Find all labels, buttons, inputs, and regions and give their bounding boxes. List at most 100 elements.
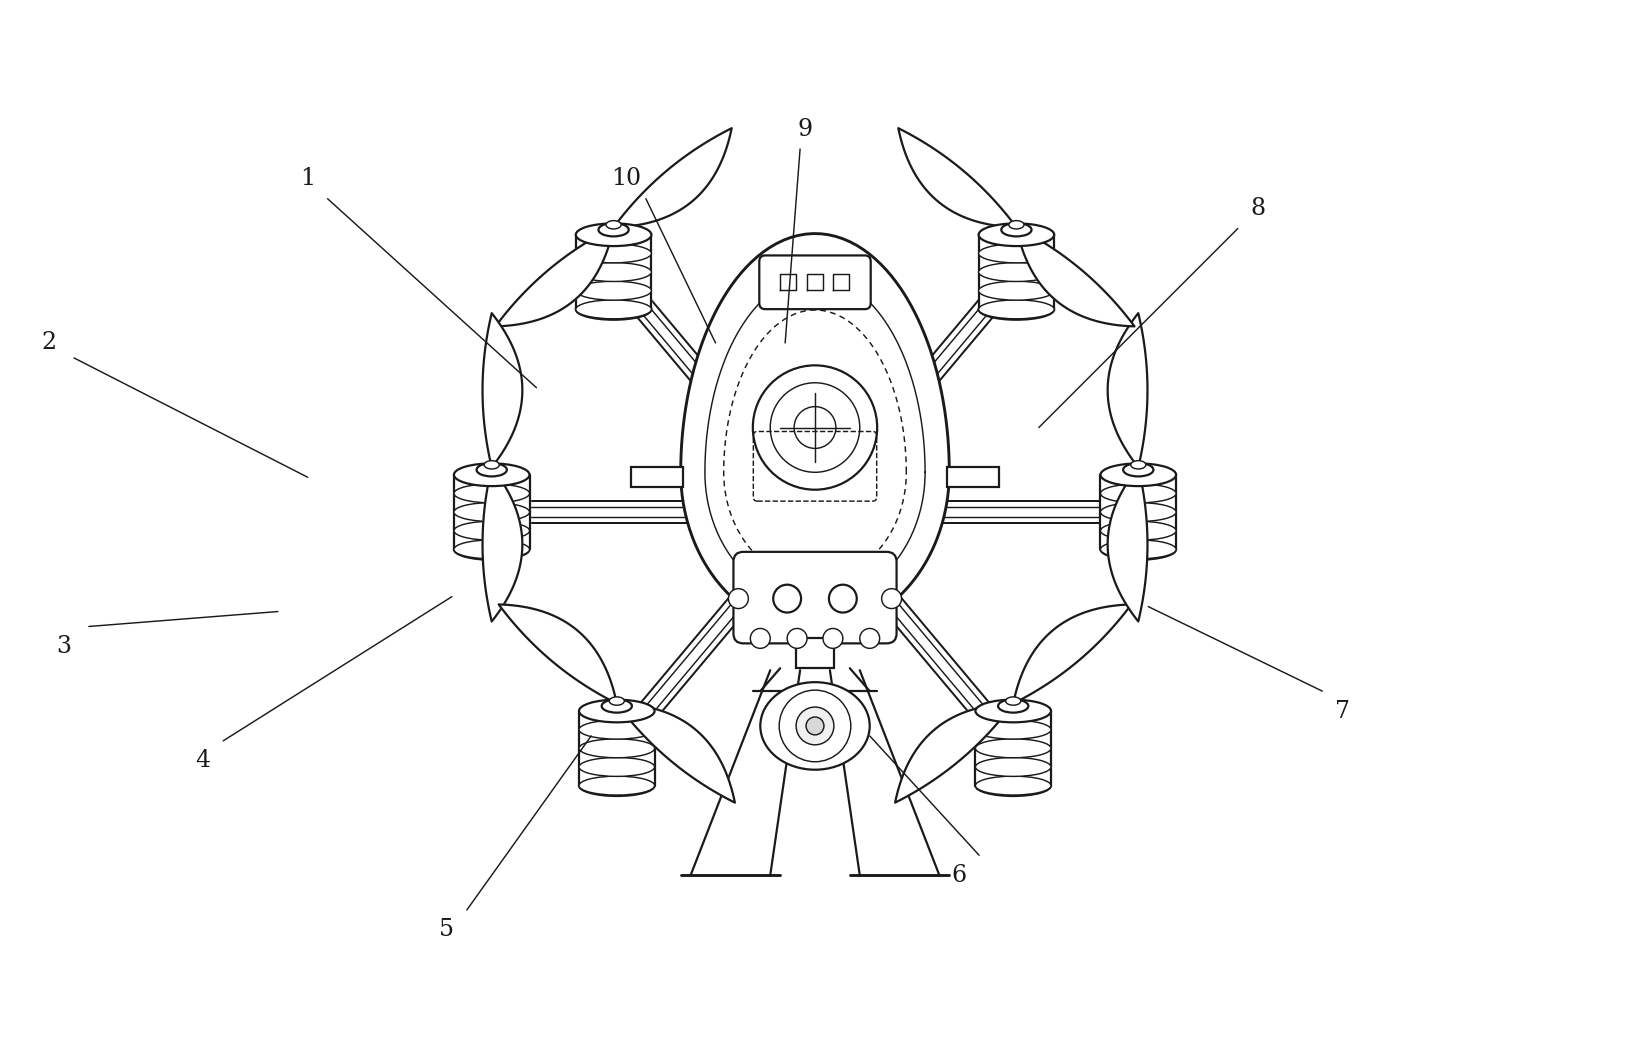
Ellipse shape xyxy=(975,700,1050,723)
Ellipse shape xyxy=(610,696,624,705)
Ellipse shape xyxy=(598,223,628,237)
FancyBboxPatch shape xyxy=(734,552,896,644)
Ellipse shape xyxy=(760,682,869,770)
Ellipse shape xyxy=(1100,484,1175,503)
Ellipse shape xyxy=(823,628,843,648)
Text: 10: 10 xyxy=(611,167,641,190)
Polygon shape xyxy=(1107,313,1148,467)
Ellipse shape xyxy=(805,717,823,735)
Ellipse shape xyxy=(978,263,1053,282)
Ellipse shape xyxy=(1100,465,1175,484)
Bar xyxy=(947,467,999,487)
Ellipse shape xyxy=(579,700,654,723)
Ellipse shape xyxy=(1100,503,1175,522)
Ellipse shape xyxy=(1100,464,1175,486)
Polygon shape xyxy=(575,235,650,309)
Polygon shape xyxy=(833,275,848,290)
Polygon shape xyxy=(579,711,654,786)
Ellipse shape xyxy=(975,702,1050,721)
Ellipse shape xyxy=(975,739,1050,757)
Ellipse shape xyxy=(795,707,833,745)
Ellipse shape xyxy=(575,263,650,282)
Polygon shape xyxy=(1015,227,1134,326)
Text: 9: 9 xyxy=(797,118,812,141)
Ellipse shape xyxy=(978,244,1053,263)
Ellipse shape xyxy=(729,589,748,608)
Ellipse shape xyxy=(453,465,530,484)
Ellipse shape xyxy=(579,775,654,796)
Polygon shape xyxy=(499,605,616,704)
Ellipse shape xyxy=(575,300,650,319)
Ellipse shape xyxy=(453,484,530,503)
Ellipse shape xyxy=(579,776,654,795)
Ellipse shape xyxy=(453,464,530,486)
Ellipse shape xyxy=(978,225,1053,244)
Ellipse shape xyxy=(601,700,631,712)
Ellipse shape xyxy=(978,223,1053,246)
Polygon shape xyxy=(496,227,613,326)
Ellipse shape xyxy=(453,522,530,540)
Text: 5: 5 xyxy=(438,918,455,942)
Ellipse shape xyxy=(975,776,1050,795)
Ellipse shape xyxy=(975,757,1050,776)
Polygon shape xyxy=(613,128,732,227)
Ellipse shape xyxy=(975,721,1050,740)
Ellipse shape xyxy=(606,221,621,229)
Ellipse shape xyxy=(787,628,807,648)
Text: 7: 7 xyxy=(1333,700,1350,723)
FancyBboxPatch shape xyxy=(760,256,870,309)
Polygon shape xyxy=(680,234,949,631)
Polygon shape xyxy=(975,711,1050,786)
Ellipse shape xyxy=(859,628,879,648)
Ellipse shape xyxy=(978,299,1053,320)
Ellipse shape xyxy=(750,628,769,648)
Ellipse shape xyxy=(753,365,877,489)
Ellipse shape xyxy=(1100,522,1175,540)
Ellipse shape xyxy=(575,281,650,300)
Ellipse shape xyxy=(1006,696,1020,705)
Ellipse shape xyxy=(975,775,1050,796)
Ellipse shape xyxy=(575,299,650,320)
Ellipse shape xyxy=(579,739,654,757)
Text: 4: 4 xyxy=(196,749,210,772)
Ellipse shape xyxy=(579,757,654,776)
Polygon shape xyxy=(616,704,735,803)
Ellipse shape xyxy=(579,721,654,740)
Text: 8: 8 xyxy=(1249,197,1265,220)
Text: 6: 6 xyxy=(950,864,967,887)
Ellipse shape xyxy=(1100,540,1175,559)
Ellipse shape xyxy=(476,463,507,477)
Polygon shape xyxy=(482,313,522,467)
Polygon shape xyxy=(898,128,1015,227)
Ellipse shape xyxy=(453,540,530,559)
Ellipse shape xyxy=(484,461,499,469)
Bar xyxy=(631,467,683,487)
Ellipse shape xyxy=(773,585,800,612)
Polygon shape xyxy=(1012,605,1131,704)
Ellipse shape xyxy=(882,589,901,608)
Ellipse shape xyxy=(1130,461,1146,469)
Ellipse shape xyxy=(1123,463,1152,477)
Ellipse shape xyxy=(575,244,650,263)
Ellipse shape xyxy=(575,223,650,246)
Bar xyxy=(795,639,833,668)
Ellipse shape xyxy=(1009,221,1024,229)
Polygon shape xyxy=(807,275,823,290)
Polygon shape xyxy=(1107,467,1148,622)
Ellipse shape xyxy=(1001,223,1030,237)
Ellipse shape xyxy=(575,225,650,244)
Ellipse shape xyxy=(579,702,654,721)
Text: 2: 2 xyxy=(41,331,57,355)
Text: 3: 3 xyxy=(57,634,72,658)
Ellipse shape xyxy=(978,300,1053,319)
Polygon shape xyxy=(1100,474,1175,549)
Ellipse shape xyxy=(998,700,1027,712)
Ellipse shape xyxy=(978,281,1053,300)
Polygon shape xyxy=(779,275,795,290)
Ellipse shape xyxy=(453,539,530,560)
Polygon shape xyxy=(895,704,1012,803)
Polygon shape xyxy=(453,474,530,549)
Ellipse shape xyxy=(453,503,530,522)
Ellipse shape xyxy=(1100,539,1175,560)
Ellipse shape xyxy=(828,585,856,612)
